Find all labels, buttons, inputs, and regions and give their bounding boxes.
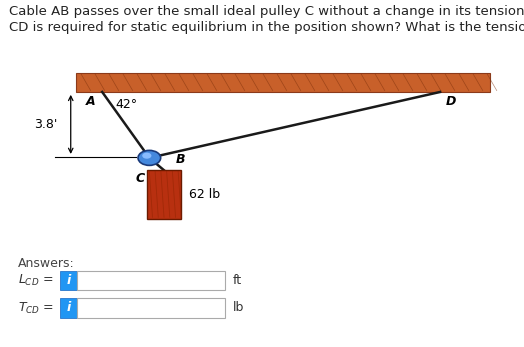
Circle shape — [138, 150, 161, 166]
Text: B: B — [175, 153, 185, 166]
Text: C: C — [135, 172, 145, 185]
FancyBboxPatch shape — [77, 298, 225, 318]
Text: D: D — [445, 95, 456, 108]
Text: 62 lb: 62 lb — [189, 188, 220, 201]
Text: lb: lb — [233, 302, 245, 314]
Text: $L_{CD}$ =: $L_{CD}$ = — [18, 273, 54, 288]
Text: A: A — [86, 95, 96, 108]
Text: i: i — [67, 274, 71, 287]
FancyBboxPatch shape — [76, 73, 490, 92]
FancyBboxPatch shape — [147, 170, 181, 219]
Text: 42°: 42° — [115, 98, 137, 111]
FancyBboxPatch shape — [60, 271, 77, 290]
Text: i: i — [67, 302, 71, 314]
FancyBboxPatch shape — [77, 271, 225, 290]
Text: Cable AB passes over the small ideal pulley C without a change in its tension. W: Cable AB passes over the small ideal pul… — [9, 5, 524, 18]
FancyBboxPatch shape — [60, 298, 77, 318]
Text: 3.8': 3.8' — [34, 118, 58, 131]
Text: Answers:: Answers: — [18, 257, 75, 270]
Circle shape — [142, 153, 151, 159]
Text: CD is required for static equilibrium in the position shown? What is the tension: CD is required for static equilibrium in… — [9, 21, 524, 34]
Text: ft: ft — [233, 274, 242, 287]
Text: $T_{CD}$ =: $T_{CD}$ = — [18, 301, 54, 315]
